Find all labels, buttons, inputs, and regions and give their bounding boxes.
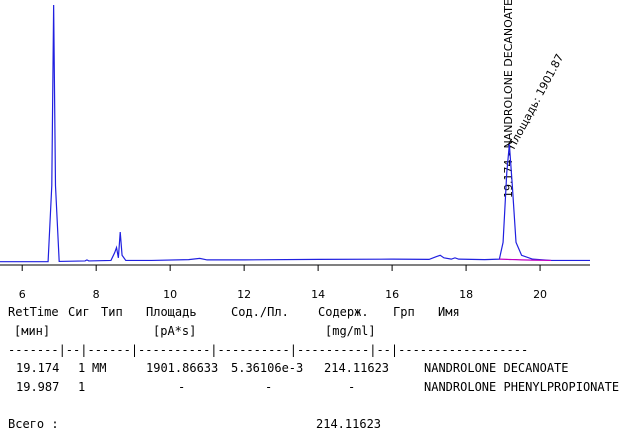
header: Имя [438, 305, 460, 319]
unit: [mg/ml] [325, 324, 376, 338]
cell: NANDROLONE PHENYLPROPIONATE [424, 380, 619, 394]
report: RetTime Сиг Тип Площадь Сод./Пл. Содерж.… [8, 305, 619, 431]
cell: - [348, 380, 355, 394]
unit: [мин] [14, 324, 50, 338]
x-tick-label: 12 [237, 288, 251, 301]
total-label: Всего : [8, 417, 59, 431]
header: Грп [393, 305, 415, 319]
x-tick-label: 14 [311, 288, 325, 301]
cell: 214.11623 [324, 361, 389, 375]
unit: [pA*s] [153, 324, 196, 338]
header: RetTime [8, 305, 59, 319]
x-tick-label: 18 [459, 288, 473, 301]
x-tick-label: 8 [93, 288, 100, 301]
cell: 1901.86633 [146, 361, 218, 375]
cell: 1 [78, 380, 85, 394]
trace [499, 258, 552, 262]
separator: -------|--|------|----------|----------|… [8, 343, 528, 357]
cell: - [265, 380, 272, 394]
cell: - [178, 380, 185, 394]
trace [0, 4, 590, 263]
cell: NANDROLONE DECANOATE [424, 361, 569, 375]
cell: 5.36106e-3 [231, 361, 303, 375]
x-tick-label: 10 [163, 288, 177, 301]
x-tick-label: 20 [533, 288, 547, 301]
header: Содерж. [318, 305, 369, 319]
x-tick-label: 16 [385, 288, 399, 301]
header: Площадь [146, 305, 197, 319]
header: Сод./Пл. [231, 305, 289, 319]
header: Сиг [68, 305, 90, 319]
header: Тип [101, 305, 123, 319]
cell: 19.174 [16, 361, 59, 375]
cell: MM [92, 361, 106, 375]
total: 214.11623 [316, 417, 381, 431]
cell: 1 [78, 361, 85, 375]
peak-label: 19.174 - NANDROLONE DECANOATE [502, 0, 515, 198]
cell: 19.987 [16, 380, 59, 394]
x-tick-label: 6 [19, 288, 26, 301]
